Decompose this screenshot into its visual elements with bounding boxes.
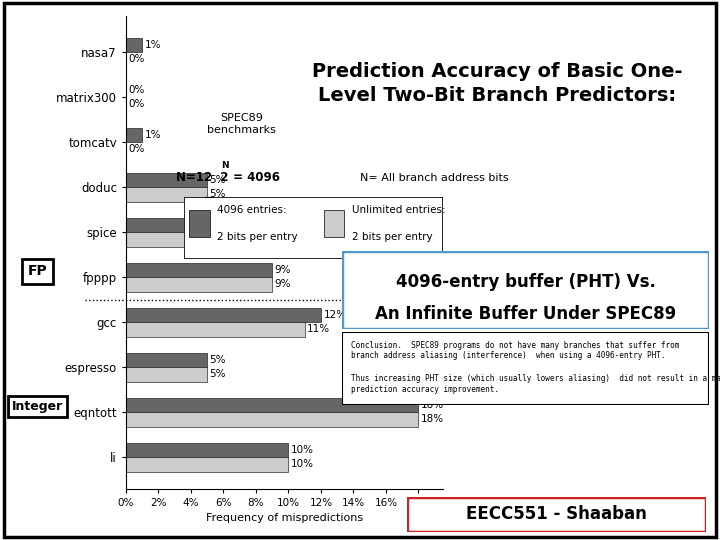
Text: Conclusion.  SPEC89 programs do not have many branches that suffer from
branch a: Conclusion. SPEC89 programs do not have … — [351, 341, 680, 360]
Text: 10%: 10% — [291, 460, 314, 469]
Text: 2 bits per entry: 2 bits per entry — [352, 232, 433, 242]
Text: Unlimited entries:: Unlimited entries: — [352, 205, 446, 214]
Bar — [323, 210, 344, 238]
Text: N: N — [222, 161, 229, 171]
Bar — [126, 308, 321, 322]
Bar — [126, 398, 418, 412]
Bar — [189, 210, 210, 238]
Text: 4096 entries:: 4096 entries: — [217, 205, 287, 214]
Text: 0%: 0% — [128, 55, 145, 64]
Text: 0%: 0% — [128, 99, 145, 110]
Text: 9%: 9% — [274, 279, 291, 289]
Bar — [126, 128, 143, 142]
Text: 12%: 12% — [323, 310, 346, 320]
Text: = 4096: = 4096 — [228, 171, 279, 184]
Text: 10%: 10% — [291, 445, 314, 455]
Text: 9%: 9% — [274, 234, 291, 245]
Text: SPEC89
benchmarks: SPEC89 benchmarks — [207, 113, 276, 135]
Text: N=12  2: N=12 2 — [176, 171, 229, 184]
Bar — [126, 263, 272, 277]
Text: FP: FP — [28, 265, 48, 278]
Text: 0%: 0% — [128, 85, 145, 95]
Bar — [126, 38, 143, 52]
Text: 5%: 5% — [210, 190, 226, 199]
Text: 9%: 9% — [274, 265, 291, 275]
Bar — [126, 218, 272, 232]
Bar — [126, 173, 207, 187]
Text: 5%: 5% — [210, 355, 226, 365]
X-axis label: Frequency of mispredictions: Frequency of mispredictions — [206, 514, 363, 523]
Text: 18%: 18% — [421, 400, 444, 410]
Text: 5%: 5% — [210, 369, 226, 380]
Text: 1%: 1% — [145, 130, 161, 140]
Bar — [126, 412, 418, 427]
Text: 1%: 1% — [145, 40, 161, 50]
Text: Thus increasing PHT size (which usually lowers aliasing)  did not result in a ma: Thus increasing PHT size (which usually … — [351, 374, 720, 394]
Text: 2 bits per entry: 2 bits per entry — [217, 232, 298, 242]
Bar — [126, 457, 289, 471]
Bar — [126, 232, 272, 247]
Text: 11%: 11% — [307, 325, 330, 334]
Bar — [126, 277, 272, 292]
Text: 5%: 5% — [210, 175, 226, 185]
Text: N= All branch address bits: N= All branch address bits — [360, 173, 508, 183]
Text: EECC551 - Shaaban: EECC551 - Shaaban — [466, 505, 647, 523]
Text: 4096-entry buffer (PHT) Vs.: 4096-entry buffer (PHT) Vs. — [396, 273, 655, 292]
Text: 0%: 0% — [128, 144, 145, 154]
Text: 18%: 18% — [421, 414, 444, 424]
Text: Integer: Integer — [12, 400, 63, 413]
Bar — [126, 443, 289, 457]
Text: 9%: 9% — [274, 220, 291, 230]
Bar — [126, 322, 305, 336]
Bar — [126, 187, 207, 201]
Text: Prediction Accuracy of Basic One-
Level Two-Bit Branch Predictors:: Prediction Accuracy of Basic One- Level … — [312, 63, 682, 105]
Bar — [126, 367, 207, 382]
Bar — [126, 353, 207, 367]
Text: An Infinite Buffer Under SPEC89: An Infinite Buffer Under SPEC89 — [375, 305, 676, 323]
